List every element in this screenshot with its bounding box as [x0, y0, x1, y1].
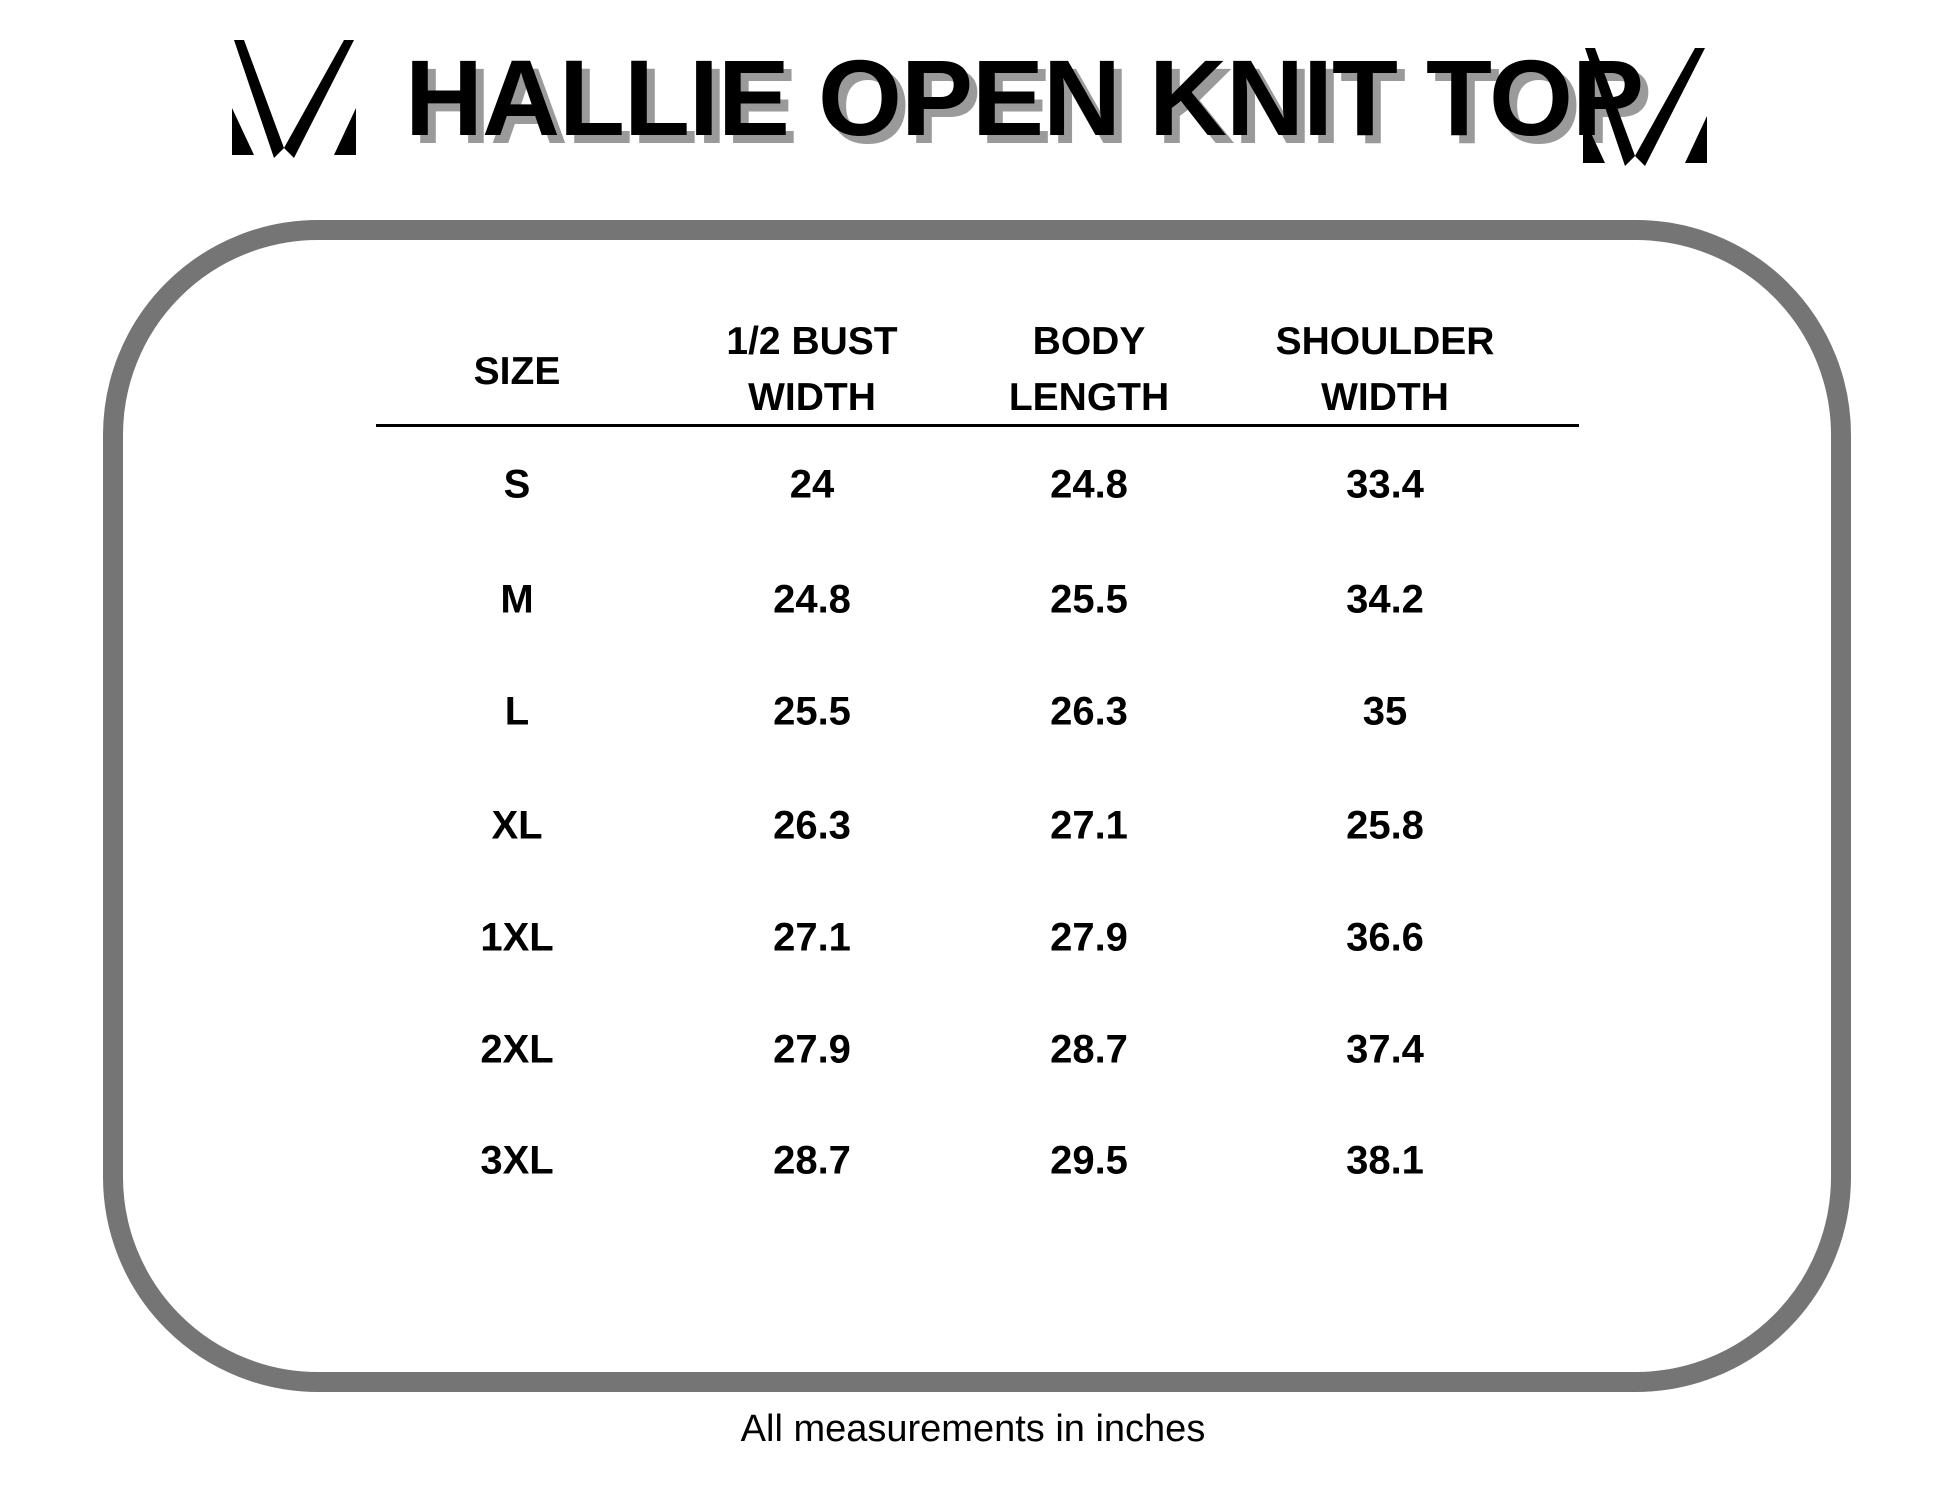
- header-line: BODY: [1032, 320, 1146, 363]
- measurement-cell: 28.7: [773, 1138, 851, 1183]
- measurement-cell: 27.9: [1050, 915, 1128, 960]
- size-label: 1XL: [480, 915, 554, 960]
- measurement-cell: 35: [1362, 689, 1408, 734]
- measurement-cell: 25.5: [1050, 577, 1128, 622]
- size-label: 2XL: [480, 1027, 554, 1072]
- header-line: SIZE: [473, 350, 561, 393]
- measurement-cell: 37.4: [1346, 1027, 1424, 1072]
- column-header: SHOULDER WIDTH: [1276, 314, 1495, 426]
- logo-icon: [1583, 48, 1707, 166]
- size-label: XL: [491, 803, 543, 848]
- measurement-note: All measurements in inches: [740, 1408, 1206, 1450]
- measurement-cell: 33.4: [1346, 462, 1424, 507]
- measurement-cell: 38.1: [1346, 1138, 1424, 1183]
- column-header: SIZE: [474, 344, 561, 400]
- logo-icon: [232, 40, 356, 158]
- header-line: LENGTH: [1008, 376, 1170, 419]
- measurement-cell: 26.3: [773, 803, 851, 848]
- measurement-cell: 26.3: [1050, 689, 1128, 734]
- measurement-cell: 25.5: [773, 689, 851, 734]
- measurement-cell: 28.7: [1050, 1027, 1128, 1072]
- measurement-cell: 24.8: [773, 577, 851, 622]
- measurement-cell: 27.9: [773, 1027, 851, 1072]
- size-label: M: [500, 577, 534, 622]
- size-label: S: [503, 462, 531, 507]
- header-divider: [376, 424, 1579, 427]
- header-line: WIDTH: [1321, 376, 1449, 419]
- size-chart-frame: [103, 220, 1851, 1392]
- measurement-cell: 29.5: [1050, 1138, 1128, 1183]
- measurement-cell: 24: [789, 462, 835, 507]
- column-header: BODY LENGTH: [1009, 314, 1169, 426]
- size-label: L: [504, 689, 530, 734]
- page-title: HALLIE OPEN KNIT TOP: [405, 37, 1644, 158]
- measurement-cell: 34.2: [1346, 577, 1424, 622]
- measurement-cell: 25.8: [1346, 803, 1424, 848]
- column-header: 1/2 BUST WIDTH: [726, 314, 897, 426]
- measurement-cell: 36.6: [1346, 915, 1424, 960]
- measurement-cell: 27.1: [1050, 803, 1128, 848]
- header-line: WIDTH: [748, 376, 876, 419]
- header-line: 1/2 BUST: [726, 320, 898, 363]
- size-label: 3XL: [480, 1138, 554, 1183]
- measurement-cell: 27.1: [773, 915, 851, 960]
- header-line: SHOULDER: [1275, 320, 1495, 363]
- measurement-cell: 24.8: [1050, 462, 1128, 507]
